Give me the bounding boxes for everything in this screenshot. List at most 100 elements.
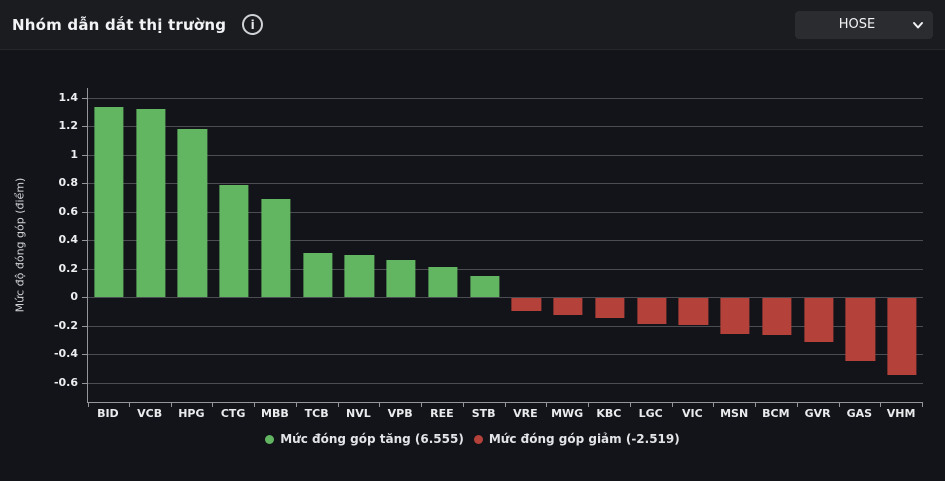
y-tick-label: 1.4 <box>58 90 79 104</box>
y-tick <box>82 126 87 128</box>
x-label-CTG: CTG <box>220 407 246 420</box>
y-tick-label: 0 <box>70 290 78 304</box>
x-tick <box>922 402 923 407</box>
leading-group-chart: Mức độ đóng góp (điểm) BID VCB HPG CTG MBB TC… <box>0 50 945 481</box>
x-tick <box>170 402 172 407</box>
y-tick <box>82 240 87 242</box>
bar-slot <box>464 88 506 402</box>
x-tick <box>755 402 756 407</box>
bar-slot <box>798 88 840 402</box>
bar-BCM[interactable] <box>762 298 792 336</box>
legend-item-decrease[interactable]: Mức đóng góp giảm (-2.519) <box>473 432 680 446</box>
legend-dot-increase-icon <box>265 434 275 444</box>
bar-KBC[interactable] <box>595 298 625 319</box>
x-label-MBB: MBB <box>261 407 289 420</box>
bar-VHM[interactable] <box>887 298 917 376</box>
x-label-GVR: GVR <box>804 407 831 420</box>
x-label-VHM: VHM <box>886 407 916 420</box>
bar-STB[interactable] <box>470 275 500 298</box>
bar-MBB[interactable] <box>261 199 291 298</box>
bar-HPG[interactable] <box>177 129 207 298</box>
bar-REE[interactable] <box>428 267 458 298</box>
bar-NVL[interactable] <box>344 254 374 298</box>
bar-GAS[interactable] <box>845 298 875 361</box>
x-label-NVL: NVL <box>346 407 371 420</box>
bar-MSN[interactable] <box>720 298 750 334</box>
x-label-GAS: GAS <box>846 407 873 420</box>
x-label-STB: STB <box>471 407 496 420</box>
y-tick <box>82 268 87 270</box>
x-label-VRE: VRE <box>513 407 538 420</box>
bar-slot <box>756 88 798 402</box>
legend-dot-decrease-icon <box>473 434 483 444</box>
exchange-select-value: HOSE <box>838 17 876 32</box>
y-tick-label: 1 <box>70 147 78 161</box>
gridline <box>88 154 923 156</box>
bar-slot <box>840 88 882 402</box>
y-tick-label: 1.2 <box>58 119 79 133</box>
x-tick <box>337 402 339 407</box>
y-tick-label: 0.6 <box>58 204 79 218</box>
bar-slot <box>380 88 422 402</box>
x-tick <box>671 402 673 407</box>
bar-LGC[interactable] <box>637 298 667 324</box>
y-tick <box>82 325 87 327</box>
gridline <box>88 211 923 213</box>
widget-header: Nhóm dẫn dắt thị trường i HOSE <box>0 0 945 50</box>
y-tick-label: 0.4 <box>58 233 79 247</box>
x-tick <box>88 402 89 407</box>
x-tick <box>295 402 297 407</box>
bar-slot <box>589 88 631 402</box>
bar-TCB[interactable] <box>303 253 333 298</box>
bar-slot <box>339 88 381 402</box>
x-label-REE: REE <box>430 407 454 420</box>
gridline <box>88 382 923 384</box>
bar-slot <box>130 88 172 402</box>
bar-GVR[interactable] <box>804 298 834 343</box>
exchange-select[interactable]: HOSE <box>795 10 933 39</box>
gridline <box>88 183 923 185</box>
bar-VIC[interactable] <box>678 298 708 326</box>
y-tick-label: 0.2 <box>58 261 79 275</box>
y-tick <box>82 183 87 185</box>
x-tick <box>128 402 130 407</box>
bar-slot <box>673 88 715 402</box>
x-tick <box>880 402 882 407</box>
gridline <box>88 240 923 242</box>
bar-slot <box>547 88 589 402</box>
y-tick-label: -0.2 <box>53 318 78 332</box>
x-tick <box>588 402 589 407</box>
x-tick <box>713 402 715 407</box>
bar-slot <box>631 88 673 402</box>
bar-MWG[interactable] <box>553 298 583 316</box>
x-tick <box>546 402 548 407</box>
bar-slot <box>88 88 130 402</box>
bar-slot <box>506 88 548 402</box>
x-label-VIC: VIC <box>682 407 703 420</box>
bar-VRE[interactable] <box>511 298 541 312</box>
y-tick-label: -0.6 <box>53 375 78 389</box>
gridline <box>88 297 923 299</box>
legend-item-increase[interactable]: Mức đóng góp tăng (6.555) <box>265 432 464 446</box>
x-label-KBC: KBC <box>596 407 622 420</box>
x-label-HPG: HPG <box>178 407 205 420</box>
gridline <box>88 126 923 128</box>
x-label-LGC: LGC <box>638 407 663 420</box>
bar-slot <box>297 88 339 402</box>
y-tick <box>82 382 87 384</box>
bar-CTG[interactable] <box>219 184 249 298</box>
info-icon[interactable]: i <box>242 14 264 35</box>
bar-slot <box>422 88 464 402</box>
gridline <box>88 325 923 327</box>
plot-area <box>82 88 923 407</box>
gridline <box>88 97 923 99</box>
bar-VPB[interactable] <box>386 260 416 298</box>
page-title: Nhóm dẫn dắt thị trường <box>12 15 227 34</box>
x-label-VCB: VCB <box>137 407 163 420</box>
bar-slot <box>255 88 297 402</box>
bar-BID[interactable] <box>94 106 124 298</box>
chart-legend: Mức đóng góp tăng (6.555) Mức đóng góp g… <box>0 432 945 446</box>
x-tick <box>254 402 255 407</box>
bar-VCB[interactable] <box>136 109 166 298</box>
